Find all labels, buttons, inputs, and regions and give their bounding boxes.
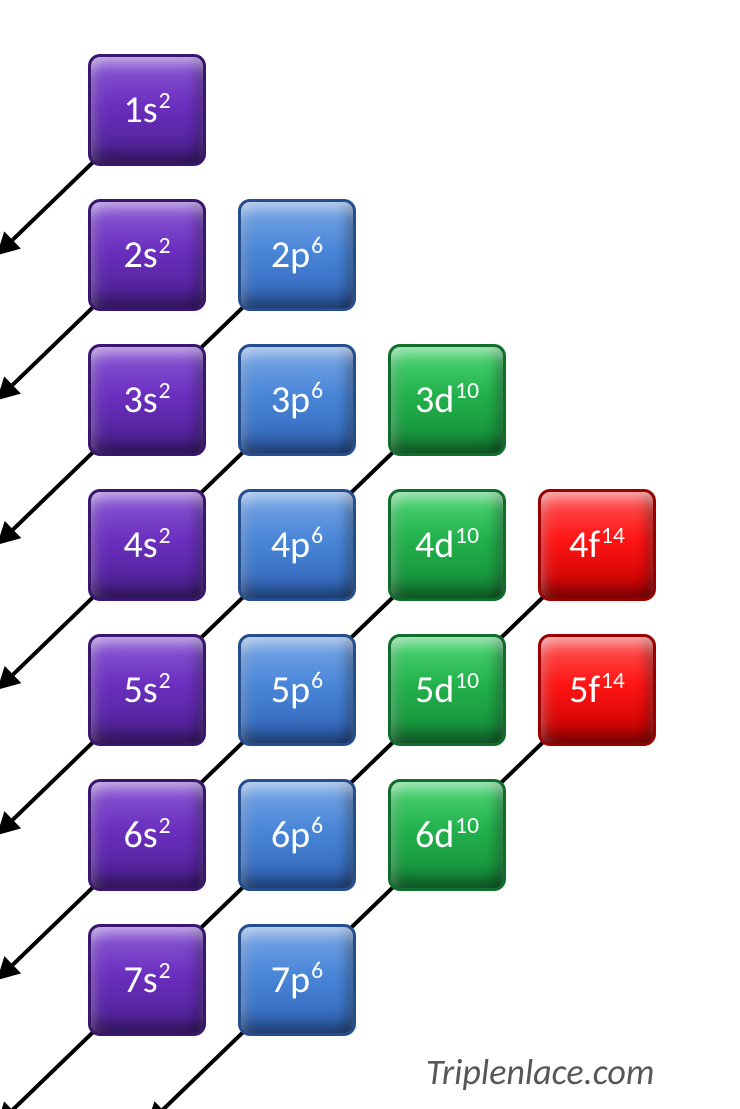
orbital-cell-4s: 4s2 [88, 489, 206, 601]
orbital-cell-6s: 6s2 [88, 779, 206, 891]
orbital-cell-3d: 3d10 [388, 344, 506, 456]
orbital-label: 1s2 [123, 91, 170, 129]
orbital-label: 5p6 [271, 671, 323, 709]
orbital-label: 4d10 [415, 526, 479, 564]
orbital-cell-6d: 6d10 [388, 779, 506, 891]
orbital-label: 5d10 [415, 671, 479, 709]
orbital-cell-5f: 5f14 [538, 634, 656, 746]
orbital-cell-5d: 5d10 [388, 634, 506, 746]
orbital-label: 7s2 [123, 961, 170, 999]
orbital-cell-3s: 3s2 [88, 344, 206, 456]
orbital-cell-2s: 2s2 [88, 199, 206, 311]
orbital-label: 4p6 [271, 526, 323, 564]
orbital-label: 7p6 [271, 961, 323, 999]
orbital-label: 6s2 [123, 816, 170, 854]
orbital-label: 6d10 [415, 816, 479, 854]
orbital-label: 2s2 [123, 236, 170, 274]
diagonal-arrow-5 [0, 545, 447, 980]
orbital-cell-3p: 3p6 [238, 344, 356, 456]
orbital-cell-2p: 2p6 [238, 199, 356, 311]
orbital-label: 5s2 [123, 671, 170, 709]
orbital-label: 6p6 [271, 816, 323, 854]
orbital-cell-6p: 6p6 [238, 779, 356, 891]
orbital-cell-4p: 4p6 [238, 489, 356, 601]
aufbau-diagram: 1s2 2s2 2p6 3s2 3p6 3d10 4s2 4p6 4d10 4f14 5s2 5p6 5… [0, 0, 740, 1109]
orbital-label: 3d10 [415, 381, 479, 419]
orbital-cell-5p: 5p6 [238, 634, 356, 746]
orbital-cell-1s: 1s2 [88, 54, 206, 166]
orbital-label: 4s2 [123, 526, 170, 564]
watermark-text: Triplenlace.com [426, 1050, 654, 1094]
orbital-label: 2p6 [271, 236, 323, 274]
orbital-label: 3p6 [271, 381, 323, 419]
orbital-cell-7s: 7s2 [88, 924, 206, 1036]
orbital-label: 4f14 [569, 526, 625, 564]
diagonal-arrow-7 [147, 690, 597, 1109]
orbital-cell-4f: 4f14 [538, 489, 656, 601]
orbital-cell-7p: 7p6 [238, 924, 356, 1036]
orbital-cell-5s: 5s2 [88, 634, 206, 746]
diagonal-arrow-4 [0, 400, 447, 835]
orbital-label: 5f14 [569, 671, 625, 709]
orbital-cell-4d: 4d10 [388, 489, 506, 601]
orbital-label: 3s2 [123, 381, 170, 419]
